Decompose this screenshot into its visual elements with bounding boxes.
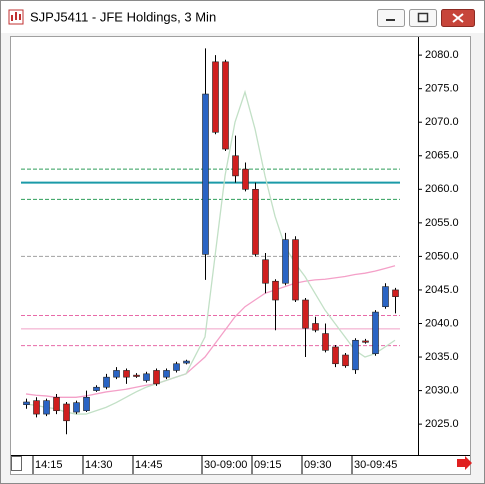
candle-body xyxy=(392,289,399,297)
candle-body xyxy=(272,280,279,301)
candle-body xyxy=(342,354,349,367)
candle-body xyxy=(143,373,150,381)
y-tick-label: 2075.0 xyxy=(425,83,459,95)
candle-body xyxy=(83,396,90,412)
maximize-button[interactable] xyxy=(409,9,437,27)
scroll-box[interactable] xyxy=(11,456,22,471)
x-tick-label: 30-09:00 xyxy=(204,459,247,471)
close-button[interactable] xyxy=(441,9,475,27)
y-tick-label: 2080.0 xyxy=(425,49,459,61)
candle-body xyxy=(73,402,80,413)
candle-body xyxy=(242,168,249,190)
y-tick-label: 2060.0 xyxy=(425,183,459,195)
y-tick-label: 2035.0 xyxy=(425,351,459,363)
candle-body xyxy=(292,239,299,301)
candle-body xyxy=(252,189,259,255)
candle-body xyxy=(173,363,180,371)
x-tick-label: 30-09:45 xyxy=(354,459,397,471)
candle-body xyxy=(262,259,269,284)
candle-body xyxy=(322,333,329,351)
minimize-button[interactable] xyxy=(377,9,405,27)
x-tick-label: 09:15 xyxy=(254,459,282,471)
y-tick-label: 2040.0 xyxy=(425,317,459,329)
x-tick-label: 14:15 xyxy=(35,459,63,471)
x-tick-label: 14:30 xyxy=(85,459,113,471)
candle-body xyxy=(63,403,70,422)
candle-body xyxy=(93,386,100,391)
y-tick-label: 2030.0 xyxy=(425,384,459,396)
candle-body xyxy=(23,401,30,405)
candle-body xyxy=(232,155,239,177)
candle-body xyxy=(212,61,219,133)
candle-body xyxy=(183,360,190,364)
plot-area: 2025.0 2030.0 2035.0 2040.0 2045.0 2050.0 2055… xyxy=(21,48,459,474)
candle-body xyxy=(382,286,389,308)
y-tick-label: 2050.0 xyxy=(425,250,459,262)
candle-body xyxy=(302,299,309,329)
y-tick-label: 2055.0 xyxy=(425,217,459,229)
candle-body xyxy=(123,370,130,378)
candle-body xyxy=(153,370,160,385)
candle-body xyxy=(163,370,170,378)
candle-body xyxy=(202,93,209,255)
candle-body xyxy=(372,311,379,354)
candle-body xyxy=(113,370,120,378)
window-title: SJPJ5411 - JFE Holdings, 3 Min xyxy=(30,9,216,24)
candle-body xyxy=(33,400,40,415)
y-tick-label: 2065.0 xyxy=(425,150,459,162)
x-tick-label: 09:30 xyxy=(304,459,332,471)
candle-body xyxy=(362,340,369,343)
scroll-right-arrow[interactable] xyxy=(457,456,472,470)
y-tick-label: 2045.0 xyxy=(425,284,459,296)
app-icon xyxy=(8,9,24,25)
candle-body xyxy=(282,239,289,284)
candle-body xyxy=(222,61,229,150)
candle-body xyxy=(43,400,50,415)
candle-body xyxy=(312,323,319,331)
candle-body xyxy=(332,346,339,365)
moving-average xyxy=(25,89,396,415)
candle-body xyxy=(133,374,140,377)
y-tick-label: 2025.0 xyxy=(425,418,459,430)
candle-body xyxy=(103,376,110,388)
candle-body xyxy=(53,396,60,412)
candle-body xyxy=(352,339,359,371)
x-tick-label: 14:45 xyxy=(135,459,163,471)
y-tick-label: 2070.0 xyxy=(425,116,459,128)
